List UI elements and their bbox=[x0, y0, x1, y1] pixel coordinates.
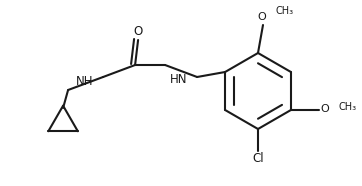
Text: NH: NH bbox=[76, 75, 93, 87]
Text: CH₃: CH₃ bbox=[276, 6, 294, 16]
Text: O: O bbox=[320, 104, 329, 114]
Text: O: O bbox=[258, 12, 266, 22]
Text: O: O bbox=[134, 25, 143, 38]
Text: Cl: Cl bbox=[252, 153, 264, 166]
Text: CH₃: CH₃ bbox=[339, 102, 357, 112]
Text: HN: HN bbox=[169, 73, 187, 86]
